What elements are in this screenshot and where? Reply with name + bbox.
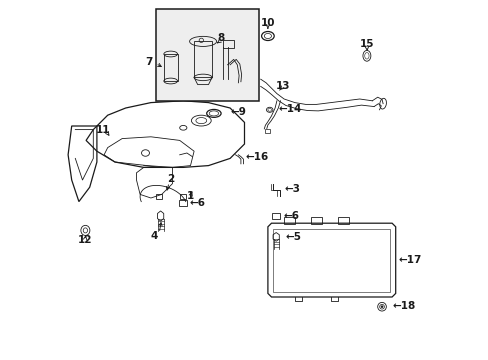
Text: 8: 8 — [217, 33, 224, 43]
Text: 12: 12 — [78, 235, 92, 246]
Text: ←17: ←17 — [398, 255, 421, 265]
Text: ←6: ←6 — [283, 211, 298, 221]
Bar — [179, 194, 186, 199]
Text: 10: 10 — [260, 18, 275, 28]
Ellipse shape — [380, 306, 382, 308]
Bar — [264, 129, 269, 133]
Text: 4: 4 — [150, 231, 158, 241]
Bar — [311, 217, 321, 224]
Text: 2: 2 — [167, 174, 174, 184]
Bar — [156, 9, 258, 101]
Bar — [156, 194, 162, 199]
Text: 13: 13 — [276, 81, 290, 91]
Text: ←16: ←16 — [245, 152, 268, 162]
Bar — [223, 40, 233, 48]
Bar — [338, 217, 348, 224]
Text: 15: 15 — [359, 39, 373, 49]
Text: ←3: ←3 — [284, 184, 300, 194]
Bar — [194, 41, 212, 77]
Text: ←9: ←9 — [230, 107, 246, 117]
Bar — [179, 200, 186, 206]
Bar — [163, 54, 177, 81]
Text: ←18: ←18 — [391, 301, 414, 311]
Text: 1: 1 — [186, 191, 194, 201]
Text: ←5: ←5 — [285, 232, 301, 242]
Bar — [273, 229, 389, 292]
Bar — [284, 217, 294, 224]
Text: 7: 7 — [145, 57, 152, 67]
Text: 11: 11 — [96, 125, 110, 135]
Text: ←14: ←14 — [278, 104, 301, 114]
Text: ←6: ←6 — [189, 198, 205, 208]
Bar — [272, 213, 280, 219]
